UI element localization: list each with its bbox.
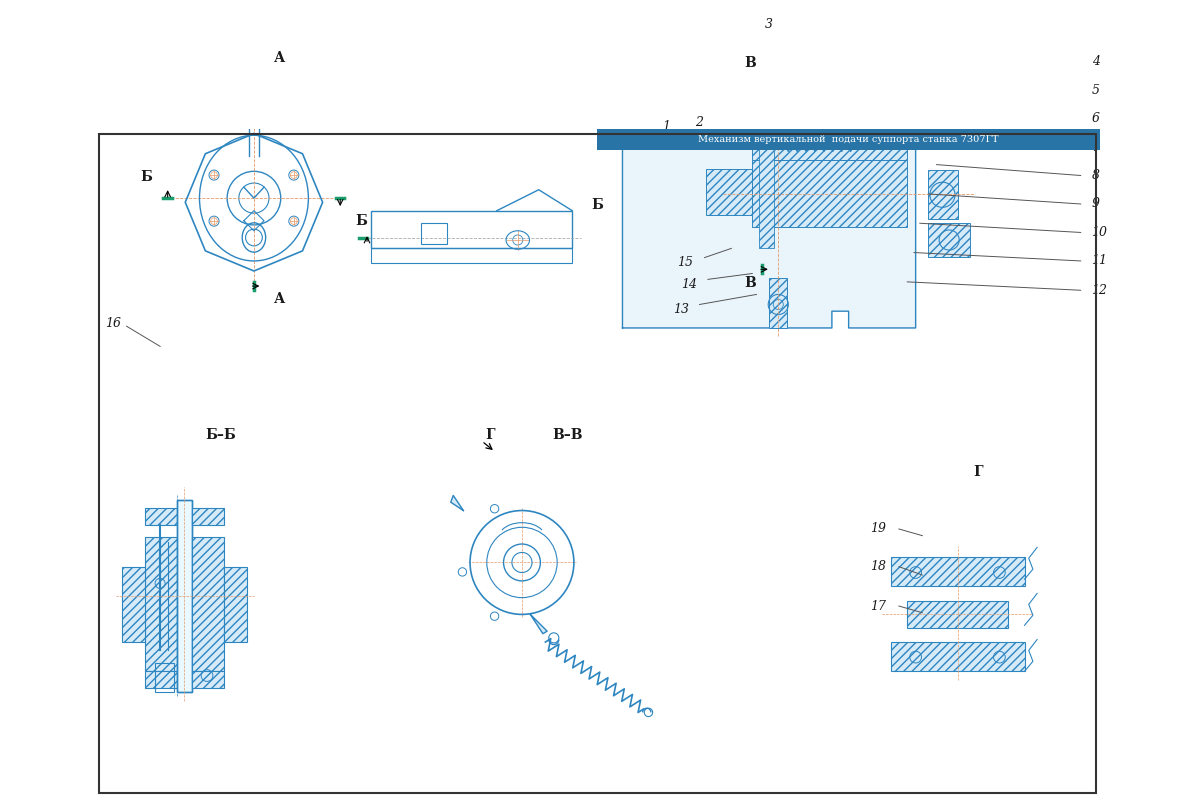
Text: Б: Б [592, 198, 604, 212]
Text: 18: 18 [870, 560, 886, 573]
Text: В: В [745, 57, 756, 70]
Text: 14: 14 [682, 278, 697, 291]
Text: 11: 11 [1092, 254, 1108, 268]
Polygon shape [623, 18, 916, 328]
Bar [598, 129, 1100, 151]
Bar [421, 223, 446, 244]
Bar [192, 508, 223, 524]
Bar [145, 508, 176, 524]
Text: 19: 19 [870, 523, 886, 536]
Text: 2: 2 [696, 116, 703, 129]
Circle shape [834, 49, 881, 96]
Text: А: А [274, 51, 284, 65]
Text: 15: 15 [677, 256, 694, 269]
Text: Б: Б [355, 214, 367, 228]
Text: Б: Б [140, 171, 152, 184]
Text: 5: 5 [1092, 84, 1099, 96]
Text: 8: 8 [1092, 169, 1099, 182]
Text: В–В: В–В [553, 428, 583, 442]
Text: 16: 16 [106, 317, 121, 330]
Text: 7: 7 [1092, 140, 1099, 154]
Bar [890, 556, 1025, 586]
Bar [707, 169, 752, 215]
Bar [145, 671, 176, 688]
Text: Г: Г [485, 428, 494, 442]
Bar [371, 249, 572, 264]
Text: Г: Г [973, 465, 983, 479]
Bar [176, 500, 192, 693]
Text: 12: 12 [1092, 284, 1108, 296]
Bar [192, 671, 223, 688]
Bar [121, 567, 145, 642]
Text: Б–Б: Б–Б [205, 428, 236, 442]
Text: 10: 10 [1092, 226, 1108, 239]
Text: 1: 1 [662, 120, 670, 133]
Text: Механизм вертикальной  подачи суппорта станка 7307ГТ: Механизм вертикальной подачи суппорта ст… [698, 135, 998, 144]
Polygon shape [451, 496, 463, 511]
Bar [752, 131, 907, 160]
Bar [223, 567, 247, 642]
Text: 13: 13 [673, 303, 689, 316]
Bar [145, 537, 176, 671]
Circle shape [235, 79, 272, 116]
Text: В: В [745, 276, 756, 290]
Text: 6: 6 [1092, 112, 1099, 125]
Bar [769, 277, 787, 328]
Text: 17: 17 [870, 599, 886, 613]
Bar [176, 500, 192, 693]
Polygon shape [530, 614, 547, 634]
Text: А: А [274, 292, 284, 305]
Bar [907, 601, 1008, 628]
Text: 4: 4 [1092, 55, 1099, 68]
Bar [192, 537, 223, 671]
Bar [929, 223, 970, 257]
Text: А–А: А–А [780, 0, 809, 3]
Bar [890, 642, 1025, 671]
Text: 3: 3 [766, 18, 773, 31]
Bar [371, 210, 572, 249]
Bar [760, 114, 774, 249]
Bar [929, 171, 958, 219]
Bar [155, 663, 174, 693]
Bar [752, 160, 907, 227]
Text: 9: 9 [1092, 198, 1099, 210]
